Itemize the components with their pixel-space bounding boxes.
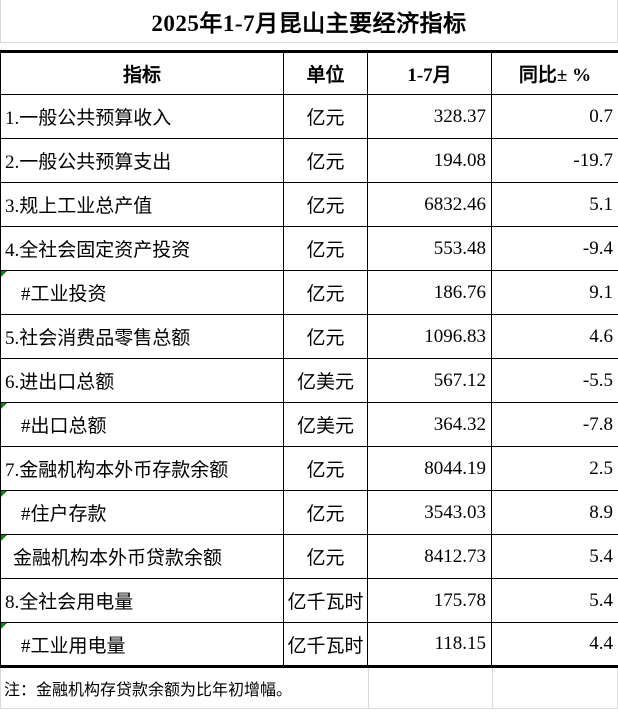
unit-cell[interactable]: 亿元	[283, 534, 368, 579]
unit-cell[interactable]: 亿美元	[283, 402, 368, 447]
unit-cell[interactable]: 亿元	[283, 314, 368, 359]
value-cell[interactable]: 3543.03	[367, 490, 492, 535]
header-row: 指标 单位 1-7月 同比± %	[0, 51, 618, 95]
table-row: 8.全社会用电量 亿千瓦时 175.78 5.4	[0, 578, 618, 623]
indicator-label: 1.一般公共预算收入	[5, 108, 172, 129]
indicator-cell[interactable]: #工业投资	[0, 270, 284, 315]
yoy-cell[interactable]: -9.4	[491, 226, 618, 271]
value-cell[interactable]: 118.15	[367, 622, 492, 667]
yoy-cell[interactable]: 5.4	[491, 578, 618, 623]
indicator-cell[interactable]: 金融机构本外币贷款余额	[0, 534, 284, 579]
indicator-cell[interactable]: 8.全社会用电量	[0, 578, 284, 623]
yoy-cell[interactable]: -19.7	[491, 138, 618, 183]
table-row: #工业投资 亿元 186.76 9.1	[0, 270, 618, 315]
yoy-cell[interactable]: 5.1	[491, 182, 618, 227]
table-row: 2.一般公共预算支出 亿元 194.08 -19.7	[0, 138, 618, 183]
unit-cell[interactable]: 亿元	[283, 138, 368, 183]
indicator-label: 7.金融机构本外币存款余额	[5, 460, 229, 481]
yoy-cell[interactable]: -5.5	[491, 358, 618, 403]
indicator-cell[interactable]: #出口总额	[0, 402, 284, 447]
indicator-label: #出口总额	[21, 416, 107, 437]
unit-cell[interactable]: 亿美元	[283, 358, 368, 403]
unit-cell[interactable]: 亿元	[283, 182, 368, 227]
yoy-cell[interactable]: 8.9	[491, 490, 618, 535]
table-row: 7.金融机构本外币存款余额 亿元 8044.19 2.5	[0, 446, 618, 491]
note-cell[interactable]: 注：金融机构存贷款余额为比年初增幅。	[0, 668, 618, 709]
table-note: 注：金融机构存贷款余额为比年初增幅。	[4, 682, 293, 699]
indicator-label: #工业用电量	[21, 635, 126, 657]
indicator-label: 6.进出口总额	[5, 372, 115, 393]
col-header-period[interactable]: 1-7月	[367, 51, 492, 95]
unit-cell[interactable]: 亿元	[283, 94, 368, 139]
unit-cell[interactable]: 亿元	[283, 270, 368, 315]
value-cell[interactable]: 567.12	[367, 358, 492, 403]
indicator-cell[interactable]: 6.进出口总额	[0, 358, 284, 403]
unit-cell[interactable]: 亿元	[283, 226, 368, 271]
error-check-triangle-icon	[1, 271, 7, 277]
yoy-cell[interactable]: 0.7	[491, 94, 618, 139]
value-cell[interactable]: 194.08	[367, 138, 492, 183]
title-table-gap	[0, 43, 618, 50]
table-row: #出口总额 亿美元 364.32 -7.8	[0, 402, 618, 447]
indicator-label: #住户存款	[21, 504, 107, 525]
yoy-cell[interactable]: 4.4	[491, 622, 618, 667]
indicator-label: 5.社会消费品零售总额	[5, 328, 191, 349]
sheet-gridline	[368, 668, 369, 708]
yoy-cell[interactable]: 4.6	[491, 314, 618, 359]
col-header-unit[interactable]: 单位	[283, 51, 368, 95]
indicator-cell[interactable]: #工业用电量	[0, 622, 284, 667]
table-row: 金融机构本外币贷款余额 亿元 8412.73 5.4	[0, 534, 618, 579]
indicator-label: 4.全社会固定资产投资	[5, 240, 191, 261]
table-row: 6.进出口总额 亿美元 567.12 -5.5	[0, 358, 618, 403]
indicator-cell[interactable]: 1.一般公共预算收入	[0, 94, 284, 139]
error-check-triangle-icon	[1, 623, 7, 629]
yoy-cell[interactable]: 5.4	[491, 534, 618, 579]
col-header-yoy[interactable]: 同比± %	[491, 51, 618, 95]
unit-cell[interactable]: 亿千瓦时	[283, 578, 368, 623]
indicator-cell[interactable]: 7.金融机构本外币存款余额	[0, 446, 284, 491]
indicator-cell[interactable]: 4.全社会固定资产投资	[0, 226, 284, 271]
sheet-title-cell[interactable]: 2025年1-7月昆山主要经济指标	[0, 0, 618, 43]
error-check-triangle-icon	[1, 535, 7, 541]
value-cell[interactable]: 175.78	[367, 578, 492, 623]
value-cell[interactable]: 8412.73	[367, 534, 492, 579]
indicator-cell[interactable]: 5.社会消费品零售总额	[0, 314, 284, 359]
indicator-label: 3.规上工业总产值	[5, 196, 153, 217]
unit-cell[interactable]: 亿千瓦时	[283, 622, 368, 667]
indicators-table: 指标 单位 1-7月 同比± % 1.一般公共预算收入 亿元 328.37 0.…	[0, 50, 618, 668]
error-check-triangle-icon	[1, 491, 7, 497]
indicator-label: 8.全社会用电量	[5, 592, 134, 613]
indicator-label: #工业投资	[21, 284, 107, 305]
value-cell[interactable]: 186.76	[367, 270, 492, 315]
unit-cell[interactable]: 亿元	[283, 490, 368, 535]
indicator-cell[interactable]: #住户存款	[0, 490, 284, 535]
table-row: #住户存款 亿元 3543.03 8.9	[0, 490, 618, 535]
col-header-indicator[interactable]: 指标	[0, 51, 284, 95]
table-row: 4.全社会固定资产投资 亿元 553.48 -9.4	[0, 226, 618, 271]
indicator-cell[interactable]: 3.规上工业总产值	[0, 182, 284, 227]
value-cell[interactable]: 8044.19	[367, 446, 492, 491]
value-cell[interactable]: 328.37	[367, 94, 492, 139]
value-cell[interactable]: 1096.83	[367, 314, 492, 359]
indicator-label: 金融机构本外币贷款余额	[13, 548, 223, 569]
table-row: 5.社会消费品零售总额 亿元 1096.83 4.6	[0, 314, 618, 359]
indicator-cell[interactable]: 2.一般公共预算支出	[0, 138, 284, 183]
value-cell[interactable]: 553.48	[367, 226, 492, 271]
table-row: 3.规上工业总产值 亿元 6832.46 5.1	[0, 182, 618, 227]
error-check-triangle-icon	[1, 403, 7, 409]
unit-cell[interactable]: 亿元	[283, 446, 368, 491]
sheet-gridline	[492, 668, 493, 708]
indicator-label: 2.一般公共预算支出	[5, 152, 172, 173]
table-row: 1.一般公共预算收入 亿元 328.37 0.7	[0, 94, 618, 139]
yoy-cell[interactable]: 2.5	[491, 446, 618, 491]
value-cell[interactable]: 6832.46	[367, 182, 492, 227]
value-cell[interactable]: 364.32	[367, 402, 492, 447]
yoy-cell[interactable]: 9.1	[491, 270, 618, 315]
table-row: #工业用电量 亿千瓦时 118.15 4.4	[0, 622, 618, 667]
yoy-cell[interactable]: -7.8	[491, 402, 618, 447]
